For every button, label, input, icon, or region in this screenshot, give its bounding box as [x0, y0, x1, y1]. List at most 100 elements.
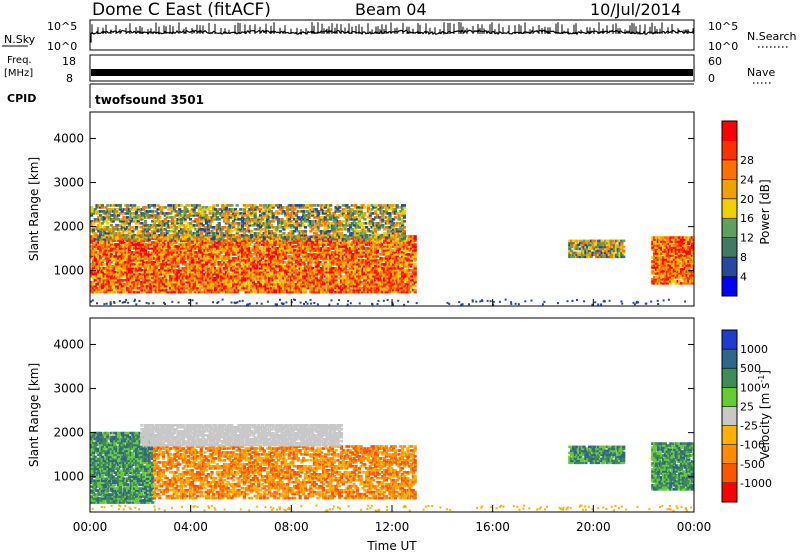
heatmap-cell [332, 235, 336, 238]
heatmap-cell [151, 231, 155, 235]
heatmap-cell [158, 276, 162, 280]
heatmap-cell [345, 276, 349, 280]
heatmap-cell [161, 263, 166, 266]
heatmap-cell [269, 286, 273, 290]
heatmap-cell [386, 237, 390, 240]
heatmap-cell [334, 290, 338, 294]
heatmap-cell [401, 241, 405, 244]
heatmap-cell [312, 247, 317, 250]
heatmap-cell [282, 274, 286, 278]
heatmap-cell [365, 255, 369, 258]
heatmap-cell [99, 218, 103, 221]
heatmap-cell [131, 237, 135, 241]
heatmap-cell [93, 220, 97, 223]
heatmap-cell [134, 243, 139, 246]
heatmap-cell [401, 288, 405, 292]
heatmap-cell [99, 243, 103, 246]
heatmap-cell [181, 255, 185, 258]
heatmap-cell [375, 269, 379, 272]
heatmap-cell [343, 288, 347, 292]
heatmap-cell [217, 286, 221, 290]
heatmap-cell [393, 255, 397, 258]
heatmap-cell [133, 282, 137, 286]
heatmap-cell [271, 243, 275, 246]
heatmap-cell [158, 206, 162, 209]
heatmap-cell [248, 247, 252, 250]
heatmap-cell [280, 239, 284, 242]
heatmap-cell [307, 267, 311, 270]
heatmap-cell [397, 243, 401, 246]
heatmap-cell [106, 257, 110, 260]
heatmap-cell [170, 286, 175, 290]
heatmap-cell [235, 276, 239, 280]
heatmap-cell [117, 214, 121, 217]
heatmap-cell [257, 288, 261, 292]
heatmap-cell [192, 220, 196, 223]
heatmap-cell [99, 216, 103, 219]
heatmap-cell [152, 229, 157, 233]
heatmap-cell [129, 284, 133, 288]
heatmap-cell [282, 243, 286, 246]
heatmap-cell [262, 290, 266, 294]
heatmap-cell [169, 261, 173, 264]
heatmap-cell [214, 257, 218, 260]
nsky-top-tick: 10^5 [47, 20, 77, 33]
heatmap-cell [259, 261, 263, 264]
heatmap-cell [320, 282, 324, 286]
heatmap-cell [176, 251, 180, 254]
heatmap-cell [140, 259, 144, 262]
heatmap-cell [264, 237, 268, 240]
heatmap-cell [293, 241, 297, 244]
heatmap-cell [134, 282, 139, 286]
heatmap-cell [402, 274, 406, 278]
heatmap-cell [354, 253, 358, 256]
heatmap-cell [309, 286, 313, 290]
heatmap-cell [402, 249, 406, 252]
heatmap-cell [127, 245, 131, 248]
heatmap-cell [108, 208, 112, 211]
heatmap-cell [131, 231, 135, 235]
heatmap-cell [260, 267, 264, 270]
heatmap-cell [246, 255, 250, 258]
heatmap-cell [316, 270, 320, 274]
heatmap-cell [386, 243, 390, 246]
heatmap-cell [294, 245, 299, 248]
heatmap-cell [228, 267, 232, 270]
heatmap-cell [172, 255, 176, 258]
heatmap-cell [375, 263, 379, 266]
heatmap-cell [169, 259, 173, 262]
heatmap-cell [356, 278, 360, 282]
heatmap-cell [120, 259, 124, 262]
heatmap-cell [156, 218, 160, 221]
heatmap-cell [161, 270, 166, 274]
heatmap-cell [106, 288, 110, 292]
heatmap-cell [136, 272, 140, 276]
heatmap-cell [203, 218, 207, 221]
heatmap-cell [241, 272, 245, 276]
heatmap-cell [127, 208, 131, 211]
heatmap-cell [161, 257, 166, 260]
heatmap-cell [188, 222, 193, 225]
heatmap-cell [303, 290, 308, 294]
heatmap-cell [309, 247, 313, 250]
heatmap-cell [277, 247, 281, 250]
heatmap-cell [397, 280, 401, 284]
heatmap-cell [323, 249, 327, 252]
heatmap-cell [345, 259, 349, 262]
heatmap-cell [244, 272, 248, 276]
nave-label: Nave [747, 66, 775, 79]
heatmap-cell [138, 243, 142, 246]
heatmap-cell [388, 274, 392, 278]
heatmap-cell [366, 249, 370, 252]
heatmap-cell [339, 290, 344, 294]
heatmap-cell [179, 259, 184, 262]
heatmap-cell [386, 241, 390, 244]
heatmap-cell [190, 267, 194, 270]
heatmap-cell [366, 259, 370, 262]
heatmap-cell [163, 288, 167, 292]
heatmap-cell [192, 253, 196, 256]
heatmap-cell [97, 247, 101, 250]
heatmap-cell [219, 278, 223, 282]
heatmap-cell [167, 229, 171, 233]
heatmap-cell [188, 255, 193, 258]
